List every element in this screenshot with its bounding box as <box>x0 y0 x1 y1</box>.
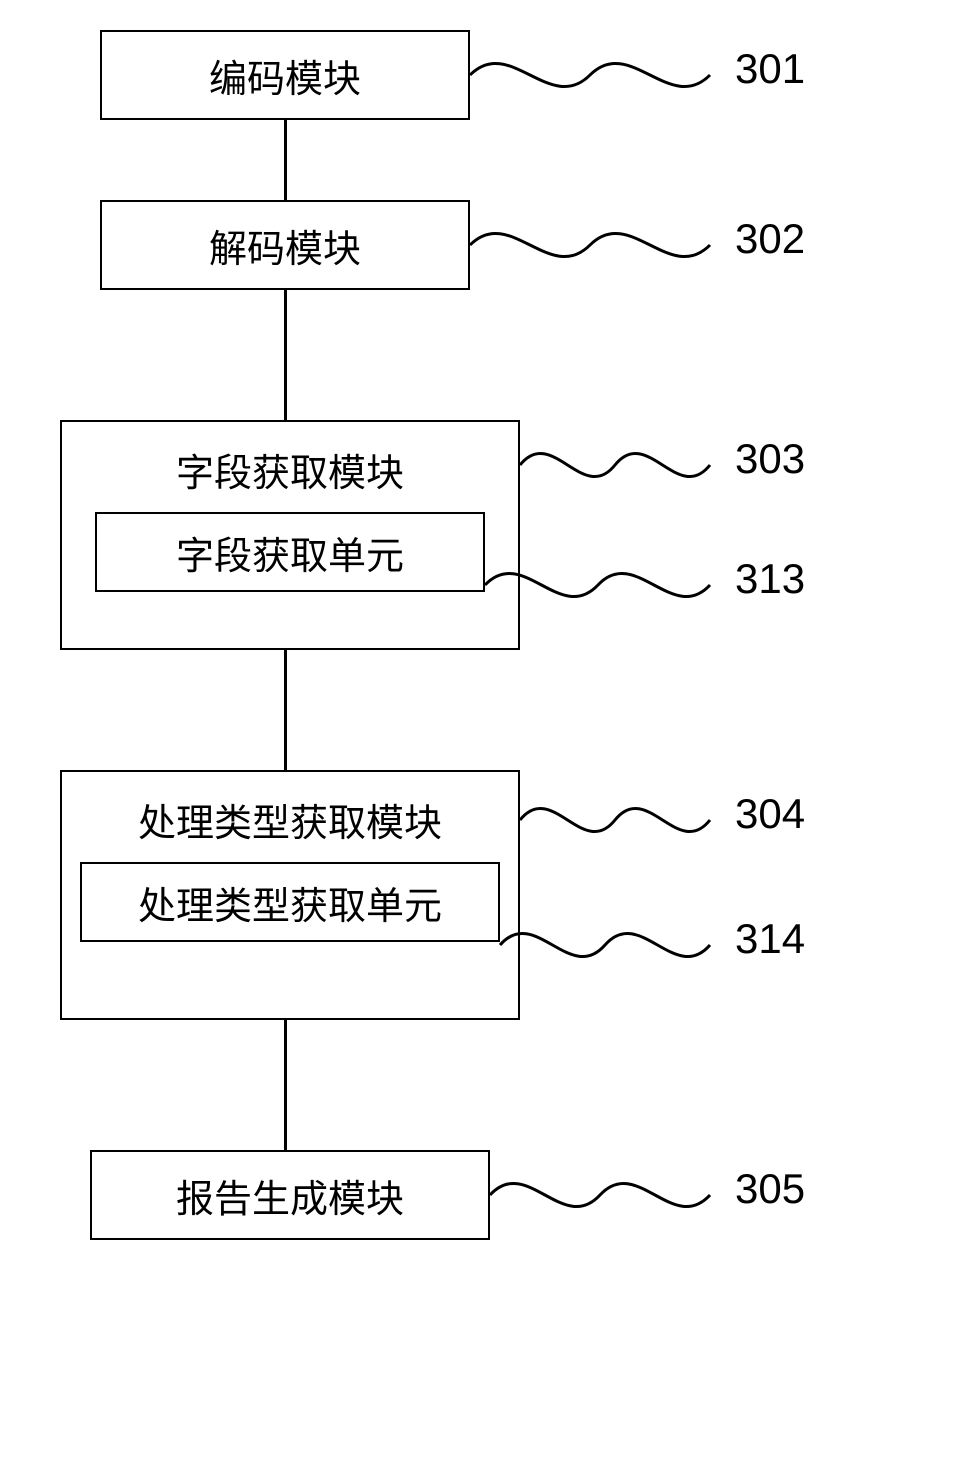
node-label: 处理类型获取模块 <box>138 792 442 847</box>
edge <box>284 120 287 200</box>
wave-313 <box>485 560 710 610</box>
wave-302 <box>470 220 710 270</box>
ref-label-305: 305 <box>735 1165 805 1213</box>
ref-label-301: 301 <box>735 45 805 93</box>
node-label: 解码模块 <box>209 218 361 273</box>
edge <box>284 1020 287 1150</box>
wave-304 <box>520 795 710 845</box>
node-encode-module: 编码模块 <box>100 30 470 120</box>
edge <box>284 650 287 770</box>
diagram-canvas: 编码模块 解码模块 字段获取模块 字段获取单元 处理类型获取模块 处理类型获取单… <box>0 0 971 1458</box>
ref-label-314: 314 <box>735 915 805 963</box>
node-field-get-module: 字段获取模块 字段获取单元 <box>60 420 520 650</box>
node-report-gen-module: 报告生成模块 <box>90 1150 490 1240</box>
edge <box>284 290 287 420</box>
node-field-get-unit: 字段获取单元 <box>95 512 485 592</box>
wave-314 <box>500 920 710 970</box>
ref-label-302: 302 <box>735 215 805 263</box>
ref-label-313: 313 <box>735 555 805 603</box>
ref-label-304: 304 <box>735 790 805 838</box>
node-process-type-get-module: 处理类型获取模块 处理类型获取单元 <box>60 770 520 1020</box>
node-label: 字段获取单元 <box>176 525 404 580</box>
wave-303 <box>520 440 710 490</box>
node-label: 报告生成模块 <box>176 1168 404 1223</box>
node-label: 编码模块 <box>209 48 361 103</box>
node-decode-module: 解码模块 <box>100 200 470 290</box>
node-process-type-get-unit: 处理类型获取单元 <box>80 862 500 942</box>
wave-301 <box>470 50 710 100</box>
node-label: 处理类型获取单元 <box>138 875 442 930</box>
ref-label-303: 303 <box>735 435 805 483</box>
node-label: 字段获取模块 <box>176 442 404 497</box>
wave-305 <box>490 1170 710 1220</box>
